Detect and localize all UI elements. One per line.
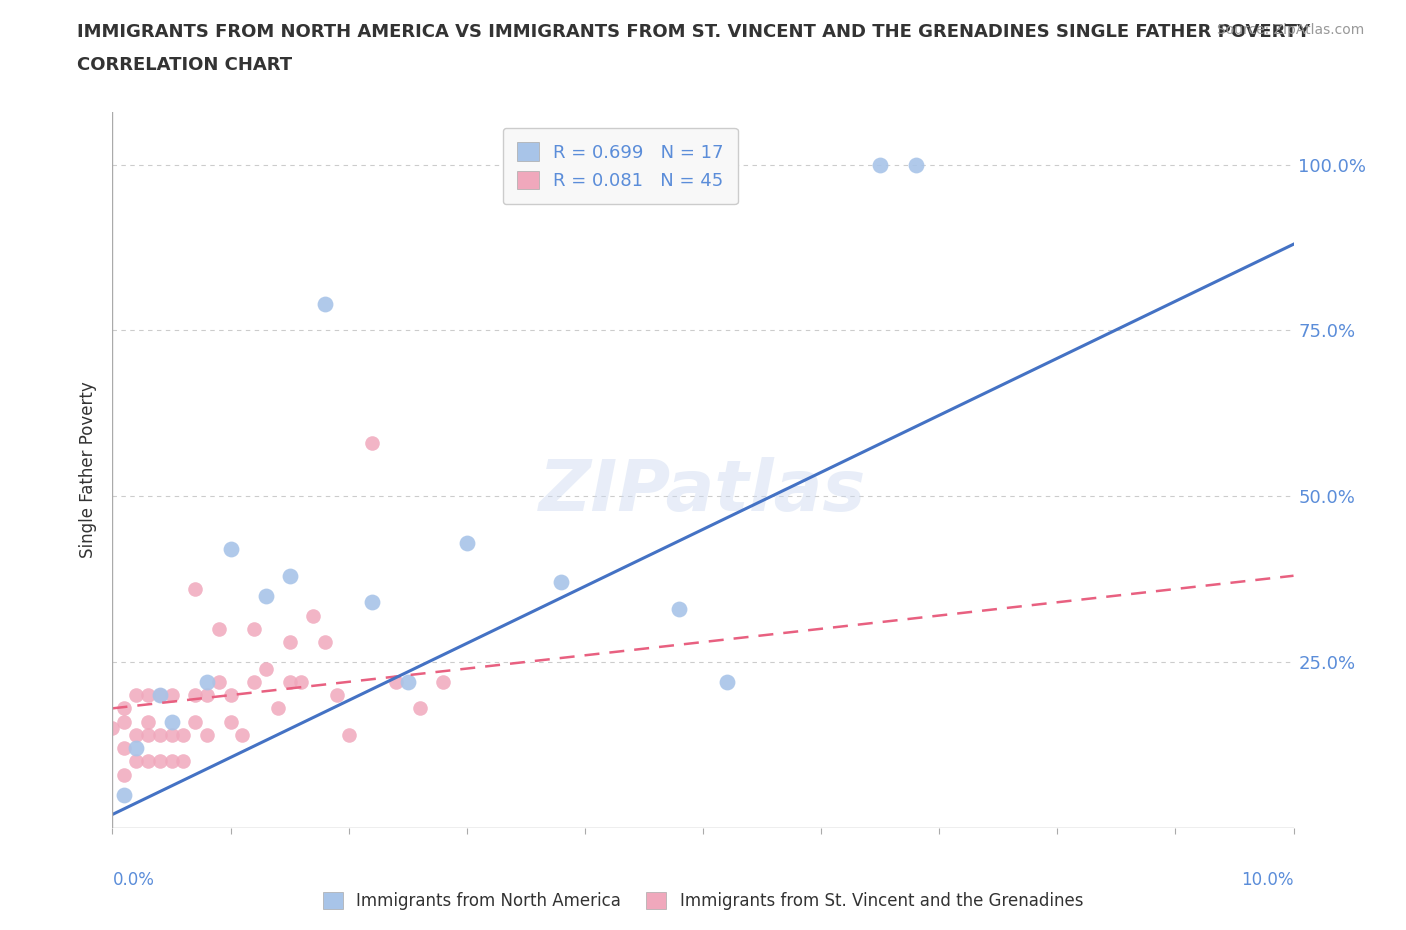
Text: ZIPatlas: ZIPatlas [540, 457, 866, 525]
Legend: R = 0.699   N = 17, R = 0.081   N = 45: R = 0.699 N = 17, R = 0.081 N = 45 [502, 127, 738, 205]
Point [243, 674, 266, 689]
Legend: Immigrants from North America, Immigrants from St. Vincent and the Grenadines: Immigrants from North America, Immigrant… [316, 885, 1090, 917]
Point [112, 740, 135, 755]
Point [290, 674, 312, 689]
Point [219, 687, 242, 702]
Point [361, 595, 384, 610]
Point [219, 542, 242, 557]
Point [172, 727, 194, 742]
Point [195, 674, 218, 689]
Point [125, 754, 148, 769]
Point [125, 687, 148, 702]
Point [160, 714, 183, 729]
Point [396, 674, 419, 689]
Point [125, 727, 148, 742]
Point [456, 535, 478, 550]
Point [668, 602, 690, 617]
Point [101, 721, 124, 736]
Point [149, 754, 172, 769]
Point [337, 727, 360, 742]
Point [149, 687, 172, 702]
Point [172, 754, 194, 769]
Point [112, 767, 135, 782]
Point [160, 727, 183, 742]
Point [361, 435, 384, 450]
Point [278, 674, 301, 689]
Point [385, 674, 408, 689]
Point [184, 687, 207, 702]
Point [278, 634, 301, 649]
Point [904, 157, 927, 172]
Point [184, 581, 207, 596]
Point [550, 575, 572, 590]
Point [195, 687, 218, 702]
Text: CORRELATION CHART: CORRELATION CHART [77, 56, 292, 73]
Point [112, 701, 135, 716]
Point [195, 727, 218, 742]
Point [160, 687, 183, 702]
Point [160, 754, 183, 769]
Point [136, 714, 159, 729]
Text: IMMIGRANTS FROM NORTH AMERICA VS IMMIGRANTS FROM ST. VINCENT AND THE GRENADINES : IMMIGRANTS FROM NORTH AMERICA VS IMMIGRA… [77, 23, 1310, 41]
Point [314, 634, 336, 649]
Point [184, 714, 207, 729]
Point [302, 608, 325, 623]
Point [408, 701, 430, 716]
Point [136, 754, 159, 769]
Point [149, 687, 172, 702]
Text: 10.0%: 10.0% [1241, 870, 1294, 889]
Point [208, 621, 231, 636]
Point [314, 297, 336, 312]
Point [254, 661, 277, 676]
Point [869, 157, 891, 172]
Text: 0.0%: 0.0% [112, 870, 155, 889]
Point [149, 727, 172, 742]
Point [254, 588, 277, 603]
Point [716, 674, 738, 689]
Y-axis label: Single Father Poverty: Single Father Poverty [79, 381, 97, 558]
Point [136, 687, 159, 702]
Point [267, 701, 290, 716]
Point [432, 674, 454, 689]
Point [326, 687, 349, 702]
Point [125, 740, 148, 755]
Point [219, 714, 242, 729]
Point [278, 568, 301, 583]
Point [112, 787, 135, 802]
Point [208, 674, 231, 689]
Point [243, 621, 266, 636]
Point [231, 727, 253, 742]
Text: Source: ZipAtlas.com: Source: ZipAtlas.com [1216, 23, 1364, 37]
Point [136, 727, 159, 742]
Point [112, 714, 135, 729]
